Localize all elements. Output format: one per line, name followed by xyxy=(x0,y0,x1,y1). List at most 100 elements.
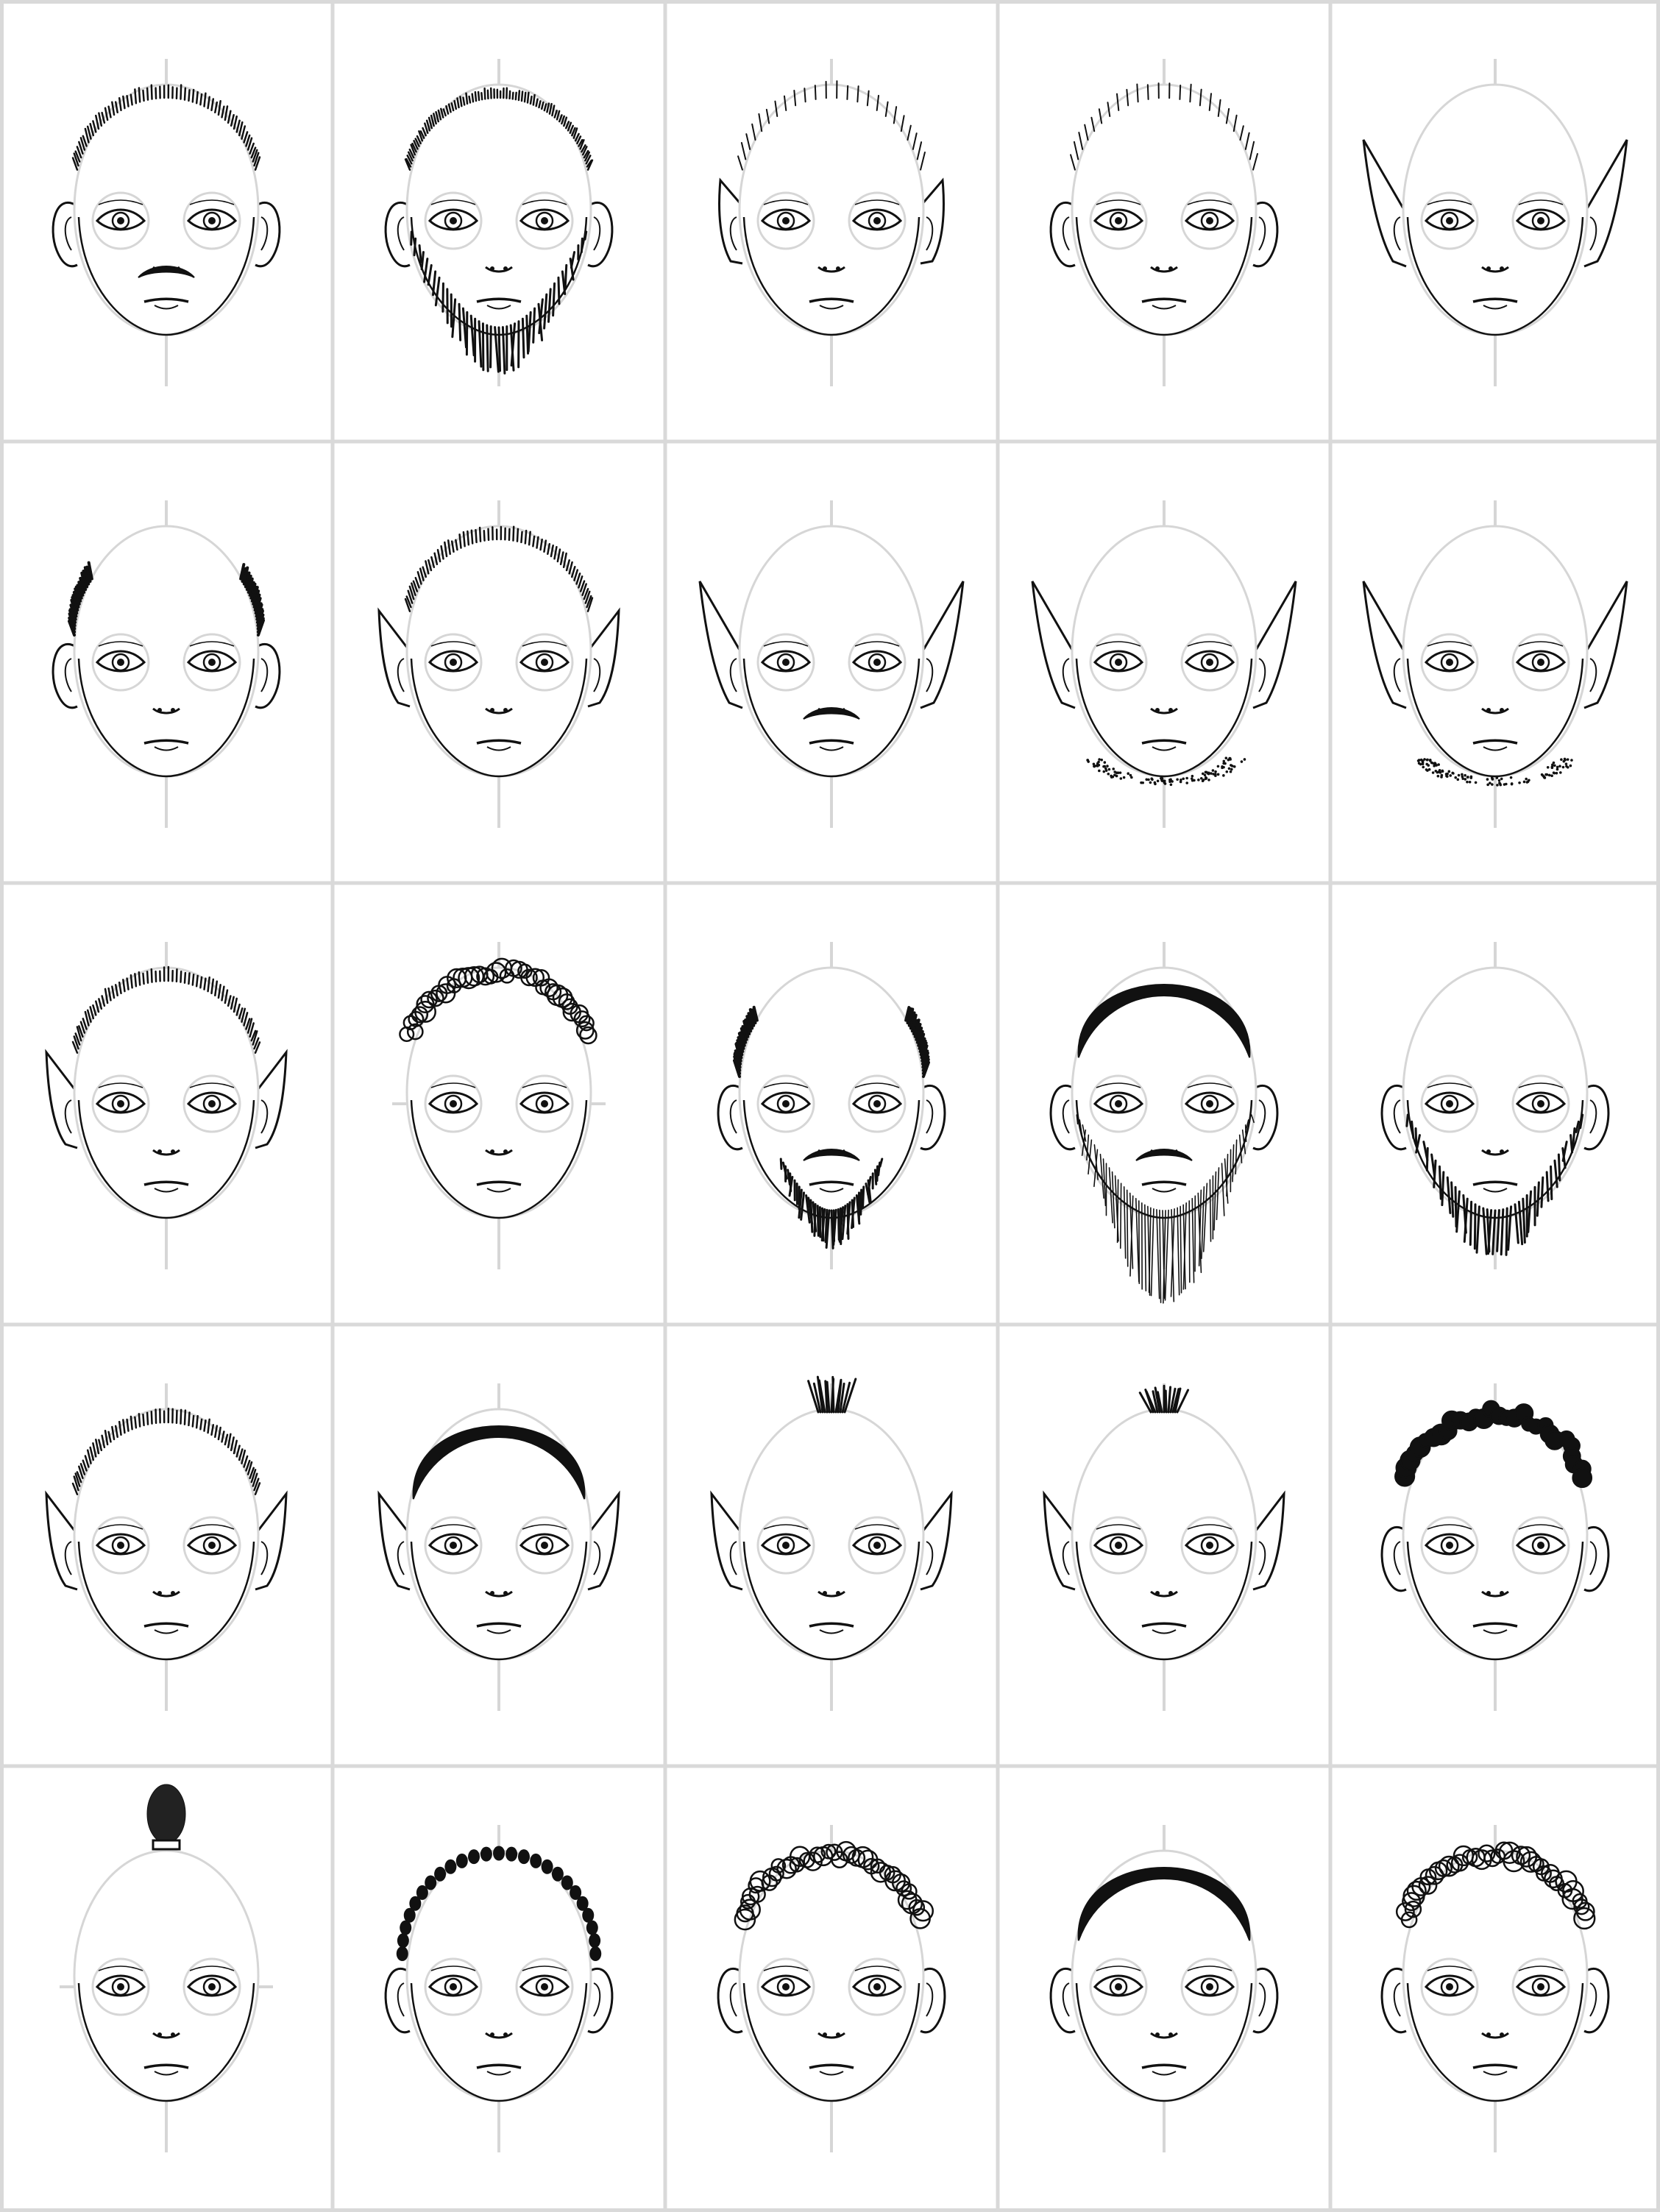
hair-icon xyxy=(399,957,597,1045)
eye-guide-circle xyxy=(756,1957,815,2016)
stubble-dot xyxy=(1222,759,1226,763)
stubble-dot xyxy=(1461,775,1464,779)
hair-strand xyxy=(430,114,435,127)
ear-detail xyxy=(729,1982,737,2017)
hair-strand xyxy=(538,100,542,109)
pupil xyxy=(1206,217,1213,224)
beard-strand xyxy=(580,237,584,254)
beard-strand xyxy=(510,322,517,367)
beard-strand xyxy=(1561,1141,1568,1162)
head-outline xyxy=(1402,83,1589,336)
stubble-dot xyxy=(1214,773,1217,776)
hair-strand xyxy=(758,113,763,132)
beard-strand xyxy=(1102,1158,1107,1207)
stubble-dot xyxy=(1102,770,1106,773)
hair-strand xyxy=(447,539,451,556)
stubble-dot xyxy=(1559,771,1562,774)
hair-strand xyxy=(480,92,483,101)
braid-knot xyxy=(468,1849,480,1865)
stubble-dot xyxy=(1203,773,1207,777)
jaw-line xyxy=(1075,658,1253,778)
hair-strand xyxy=(84,127,90,143)
eye-guide-circle xyxy=(1089,1516,1148,1575)
hair-strand xyxy=(856,85,859,103)
hair-strand xyxy=(1138,1392,1152,1414)
nose-icon xyxy=(152,1149,180,1156)
eyelid-crease xyxy=(522,199,567,205)
nose-icon xyxy=(1481,1149,1509,1156)
right-ear-icon xyxy=(254,1049,288,1149)
nostril xyxy=(1155,2032,1160,2037)
braid-knot xyxy=(493,1846,505,1861)
beard-strand xyxy=(1135,1197,1140,1283)
hair-strand xyxy=(126,977,130,990)
hair-icon xyxy=(71,84,261,171)
hair-strand xyxy=(909,1011,916,1030)
hair-strand xyxy=(221,985,225,1002)
mouth-icon xyxy=(809,1622,854,1628)
stubble-dot xyxy=(1116,771,1120,775)
beard-strand xyxy=(1454,1185,1458,1228)
stubble-dot xyxy=(1452,772,1455,775)
beard-strand xyxy=(1201,1186,1205,1259)
hair-strand xyxy=(104,988,109,1004)
beard-strand xyxy=(1522,1197,1526,1244)
hair-icon xyxy=(412,1425,586,1500)
hair-strand xyxy=(241,1007,246,1023)
beard-strand xyxy=(867,1175,872,1196)
ear-detail xyxy=(1393,1982,1401,2017)
braid-knot xyxy=(455,1853,468,1868)
curl xyxy=(901,1883,918,1900)
eyelid-crease xyxy=(522,1524,567,1530)
hair-strand xyxy=(419,130,425,139)
eyelid-crease xyxy=(763,641,809,647)
braid-knot xyxy=(582,1907,595,1923)
hair-strand xyxy=(245,1018,251,1030)
hair-strand xyxy=(807,1380,820,1414)
pupil xyxy=(1537,659,1544,666)
beard-strand xyxy=(820,1208,826,1242)
hair-strand xyxy=(467,530,470,546)
stubble-dot xyxy=(1461,777,1465,780)
beard-strand xyxy=(1156,1209,1160,1300)
hair-strand xyxy=(1070,154,1076,171)
stubble-dot xyxy=(1107,768,1111,771)
hair-strand xyxy=(445,104,450,115)
hair-strand xyxy=(138,971,141,986)
eyelid-crease xyxy=(1187,641,1232,647)
stubble-dot xyxy=(1441,770,1444,773)
stubble-dot xyxy=(1449,774,1452,777)
stubble-dot xyxy=(1430,761,1433,765)
eye-guide-circle xyxy=(848,1957,907,2016)
hair-strand xyxy=(224,105,229,121)
hair-strand xyxy=(471,93,475,103)
stubble-dot xyxy=(1150,777,1154,781)
head-outline xyxy=(405,83,592,336)
nostril xyxy=(503,708,508,712)
lower-lip xyxy=(1483,1188,1508,1193)
hair-strand xyxy=(246,137,253,151)
hair-strand xyxy=(82,1459,88,1472)
face-cell xyxy=(718,59,945,386)
hair-strand xyxy=(82,570,89,589)
hair-strand xyxy=(486,89,489,100)
beard-strand xyxy=(1514,1203,1519,1244)
nose-icon xyxy=(817,1590,845,1598)
beard-strand xyxy=(489,325,492,369)
beard-strand xyxy=(441,282,444,313)
curl xyxy=(573,1010,591,1028)
stubble-dot xyxy=(1182,777,1185,781)
beard-strand xyxy=(1441,1171,1445,1207)
ear-detail xyxy=(1393,1099,1401,1134)
beard-strand xyxy=(1126,1189,1129,1267)
eye-guide-circle xyxy=(91,633,150,692)
beard-strand xyxy=(1144,1204,1147,1291)
beard-strand xyxy=(521,317,525,359)
hair-strand xyxy=(82,1018,88,1030)
hair-strand xyxy=(475,529,478,544)
stubble-dot xyxy=(1552,761,1556,765)
head-outline xyxy=(738,966,925,1219)
hair-strand xyxy=(214,980,219,997)
stubble-dot xyxy=(1201,772,1205,776)
mouth-icon xyxy=(476,2063,522,2069)
